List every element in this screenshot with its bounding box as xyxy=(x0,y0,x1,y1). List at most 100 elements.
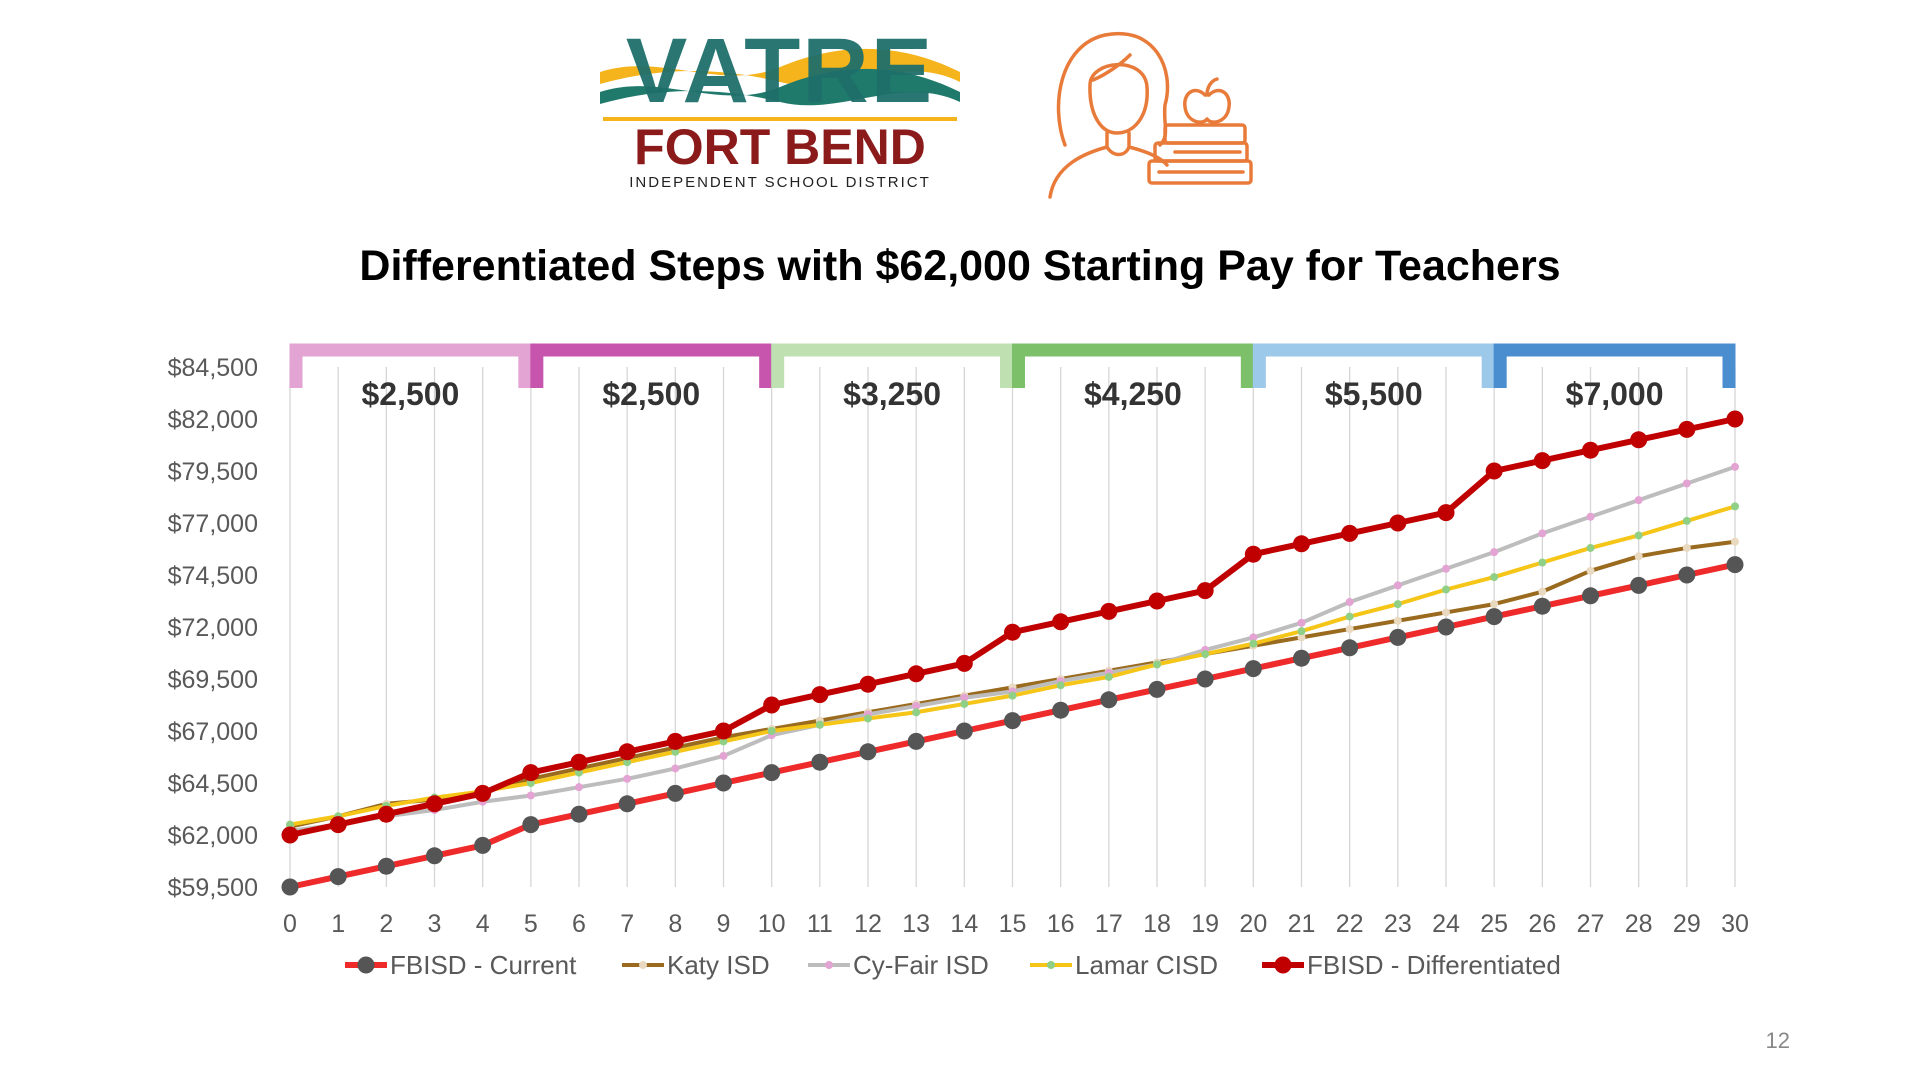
data-point xyxy=(281,826,299,844)
data-point xyxy=(1586,566,1595,575)
x-tick-label: 18 xyxy=(1143,910,1171,938)
y-tick-label: $67,000 xyxy=(168,718,258,746)
x-tick-label: 19 xyxy=(1191,910,1219,938)
data-point xyxy=(1249,639,1258,648)
data-point xyxy=(1104,672,1113,681)
data-point xyxy=(1297,633,1306,642)
step-band-label: $4,250 xyxy=(1084,376,1182,412)
data-point xyxy=(1244,660,1262,678)
data-point xyxy=(763,764,781,782)
data-point xyxy=(1393,581,1402,590)
data-point xyxy=(1393,600,1402,609)
vatre-fort-bend-logo: VATRE FORT BEND INDEPENDENT SCHOOL DISTR… xyxy=(600,22,960,191)
data-point xyxy=(1490,600,1499,609)
data-point xyxy=(907,732,925,750)
step-band: $7,000 xyxy=(1493,343,1736,412)
x-tick-label: 7 xyxy=(620,910,634,938)
data-point xyxy=(1052,613,1070,631)
legend-item: Katy ISD xyxy=(622,950,770,980)
legend-item: FBISD - Differentiated xyxy=(1262,950,1561,980)
data-point xyxy=(1345,612,1354,621)
x-tick-label: 5 xyxy=(524,910,538,938)
data-point xyxy=(623,758,632,767)
x-tick-label: 23 xyxy=(1384,910,1412,938)
data-point xyxy=(1345,625,1354,634)
data-point xyxy=(1586,543,1595,552)
data-point xyxy=(1004,623,1021,641)
logo-divider xyxy=(603,117,957,121)
data-point xyxy=(955,654,973,672)
data-point xyxy=(1490,573,1499,582)
x-tick-label: 0 xyxy=(283,910,297,938)
data-point xyxy=(960,699,969,708)
data-point xyxy=(912,702,921,711)
data-point xyxy=(815,720,824,729)
data-point xyxy=(1201,650,1210,659)
data-point xyxy=(474,836,492,854)
data-point xyxy=(1634,531,1643,540)
data-point xyxy=(1148,592,1166,610)
y-tick-label: $79,500 xyxy=(168,458,258,486)
data-point xyxy=(1196,670,1214,688)
data-point xyxy=(1442,585,1450,594)
x-tick-label: 24 xyxy=(1432,910,1460,938)
data-point xyxy=(570,753,588,771)
logo-fort-bend-text: FORT BEND xyxy=(634,119,926,175)
step-band-label: $2,500 xyxy=(602,376,700,412)
step-band-label: $7,000 xyxy=(1566,376,1664,412)
data-point xyxy=(1533,452,1551,470)
step-band: $4,250 xyxy=(1012,343,1254,412)
data-point xyxy=(377,857,395,875)
legend-label: Lamar CISD xyxy=(1075,950,1218,980)
data-point xyxy=(1726,556,1744,574)
legend-label: Cy-Fair ISD xyxy=(853,950,989,980)
legend-label: FBISD - Differentiated xyxy=(1307,950,1561,980)
x-tick-label: 9 xyxy=(717,910,731,938)
data-point xyxy=(1297,627,1306,636)
data-point xyxy=(1341,639,1359,657)
data-point xyxy=(1393,616,1402,625)
data-point xyxy=(570,805,588,823)
logo-wave-teal xyxy=(600,68,960,106)
step-bands: $2,500 $2,500 $3,250 $4,250 $5,500 $7,000 xyxy=(289,343,1736,412)
legend-swatch-marker xyxy=(1274,956,1292,974)
data-point xyxy=(1056,681,1065,690)
data-point xyxy=(1442,608,1450,617)
y-tick-label: $64,500 xyxy=(168,770,258,798)
y-tick-label: $82,000 xyxy=(168,406,258,434)
data-point xyxy=(955,722,973,740)
data-point xyxy=(1389,628,1407,646)
data-point xyxy=(1634,496,1643,505)
data-point xyxy=(1731,462,1739,471)
step-band-bracket xyxy=(1012,343,1254,388)
data-point xyxy=(1538,587,1547,596)
x-tick-label: 16 xyxy=(1047,910,1075,938)
teacher-with-books-icon xyxy=(1048,31,1253,199)
x-tick-label: 21 xyxy=(1288,910,1316,938)
data-point xyxy=(1586,512,1595,521)
data-point xyxy=(671,747,680,756)
data-point xyxy=(329,816,347,834)
data-point xyxy=(671,764,680,773)
data-point xyxy=(1678,420,1696,438)
x-tick-label: 2 xyxy=(379,910,393,938)
data-point xyxy=(1538,558,1547,567)
step-band-label: $3,250 xyxy=(843,376,941,412)
step-band: $3,250 xyxy=(771,343,1013,412)
y-tick-label: $77,000 xyxy=(168,510,258,538)
data-point xyxy=(1630,576,1648,594)
data-point xyxy=(1678,566,1696,584)
x-tick-label: 4 xyxy=(476,910,490,938)
x-tick-label: 10 xyxy=(758,910,786,938)
x-tick-label: 17 xyxy=(1095,910,1123,938)
legend-swatch-marker xyxy=(825,961,833,969)
data-point xyxy=(1100,691,1118,709)
step-band: $2,500 xyxy=(530,343,773,412)
data-point xyxy=(1293,649,1310,667)
data-point xyxy=(1582,587,1599,605)
step-band: $2,500 xyxy=(289,343,532,412)
data-point xyxy=(1293,535,1310,553)
data-point xyxy=(1726,410,1744,428)
data-point xyxy=(811,753,829,771)
data-point xyxy=(907,665,925,683)
